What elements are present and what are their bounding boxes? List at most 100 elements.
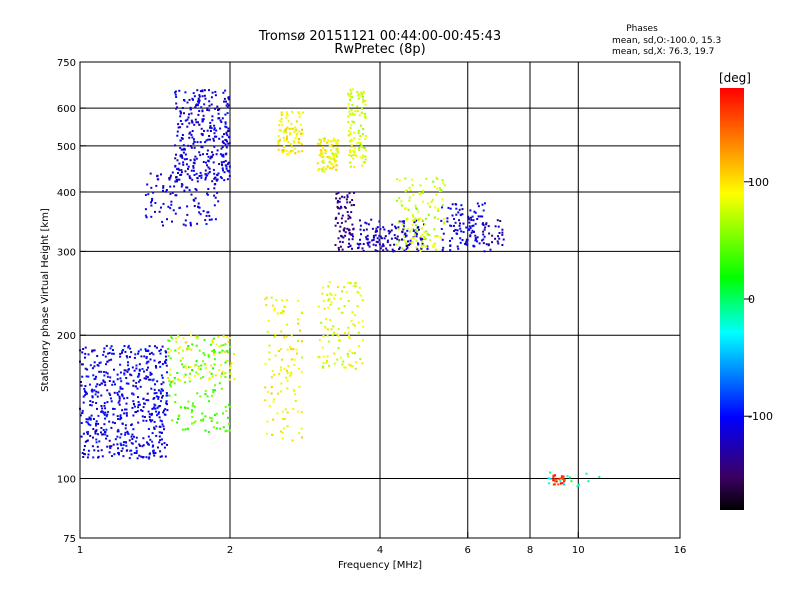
- data-point: [212, 139, 215, 142]
- data-point: [137, 406, 140, 409]
- data-point: [189, 224, 192, 227]
- data-point: [357, 129, 360, 132]
- data-point: [170, 200, 173, 203]
- data-point: [192, 138, 195, 141]
- data-point: [143, 402, 146, 405]
- data-point: [425, 245, 428, 248]
- data-point: [350, 124, 353, 127]
- data-point: [288, 374, 291, 377]
- data-point: [293, 130, 296, 133]
- data-point: [410, 237, 413, 240]
- data-point: [317, 169, 319, 172]
- data-point: [116, 373, 119, 376]
- data-point: [461, 239, 464, 241]
- data-point: [190, 112, 193, 115]
- data-point: [272, 418, 275, 421]
- data-point: [216, 149, 219, 152]
- data-point: [228, 96, 231, 99]
- data-point: [214, 135, 216, 138]
- data-point: [181, 134, 184, 136]
- data-point: [233, 353, 235, 356]
- data-point: [177, 352, 180, 355]
- data-point: [227, 98, 230, 101]
- data-point: [411, 184, 414, 187]
- data-point: [347, 300, 350, 302]
- data-point: [201, 118, 204, 121]
- data-point: [563, 483, 566, 486]
- data-point: [188, 376, 191, 379]
- data-point: [153, 454, 156, 457]
- data-point: [328, 155, 331, 158]
- data-point: [332, 137, 335, 140]
- data-point: [467, 217, 470, 220]
- data-point: [218, 163, 221, 165]
- data-point: [157, 405, 160, 408]
- data-point: [169, 349, 172, 352]
- colorbar-title: [deg]: [719, 71, 751, 85]
- data-point: [291, 439, 294, 442]
- data-point: [273, 309, 275, 312]
- data-point: [340, 217, 343, 220]
- data-point: [228, 165, 231, 168]
- data-point: [200, 176, 203, 179]
- data-point: [147, 366, 149, 369]
- data-point: [418, 193, 421, 196]
- y-axis-label: Stationary phase Virtual Height [km]: [40, 208, 51, 392]
- data-point: [209, 121, 212, 124]
- data-point: [341, 290, 344, 293]
- data-point: [183, 148, 186, 151]
- data-point: [218, 108, 221, 111]
- data-point: [200, 364, 203, 367]
- data-point: [86, 368, 89, 371]
- colorbar-tick-label: 100: [748, 176, 769, 189]
- data-point: [383, 237, 386, 240]
- data-point: [359, 294, 362, 297]
- data-point: [340, 205, 342, 208]
- data-point: [441, 206, 443, 209]
- data-point: [83, 453, 86, 455]
- data-point: [146, 183, 149, 186]
- data-point: [416, 230, 419, 233]
- data-point: [150, 373, 153, 375]
- data-point: [222, 426, 225, 429]
- data-point: [187, 165, 190, 168]
- data-point: [220, 161, 223, 164]
- data-point: [206, 107, 209, 110]
- data-point: [165, 392, 168, 395]
- data-point: [168, 339, 171, 342]
- data-point: [358, 138, 361, 141]
- data-point: [143, 377, 146, 380]
- data-point: [298, 130, 301, 133]
- data-point: [222, 335, 225, 338]
- data-point: [467, 218, 470, 221]
- data-point: [93, 365, 96, 368]
- data-point: [124, 433, 127, 436]
- data-point: [422, 244, 425, 247]
- data-point: [446, 220, 449, 223]
- data-point: [396, 238, 399, 241]
- data-point: [177, 347, 180, 350]
- data-point: [221, 349, 224, 352]
- data-point: [355, 155, 358, 157]
- data-point: [227, 161, 230, 164]
- data-point: [341, 214, 344, 217]
- data-point: [156, 406, 159, 409]
- data-point: [186, 186, 189, 189]
- data-point: [294, 147, 297, 150]
- data-point: [147, 410, 150, 413]
- data-point: [126, 370, 129, 373]
- data-point: [187, 144, 190, 147]
- data-point: [265, 304, 268, 307]
- data-point: [181, 363, 183, 366]
- data-point: [154, 407, 157, 410]
- data-point: [112, 352, 115, 355]
- data-point: [334, 161, 337, 163]
- data-point: [227, 403, 230, 406]
- data-point: [335, 192, 338, 195]
- data-point: [401, 247, 404, 250]
- data-point: [154, 452, 157, 454]
- data-point: [213, 358, 216, 361]
- data-point: [331, 334, 334, 337]
- data-point: [322, 166, 325, 169]
- data-point: [224, 430, 227, 433]
